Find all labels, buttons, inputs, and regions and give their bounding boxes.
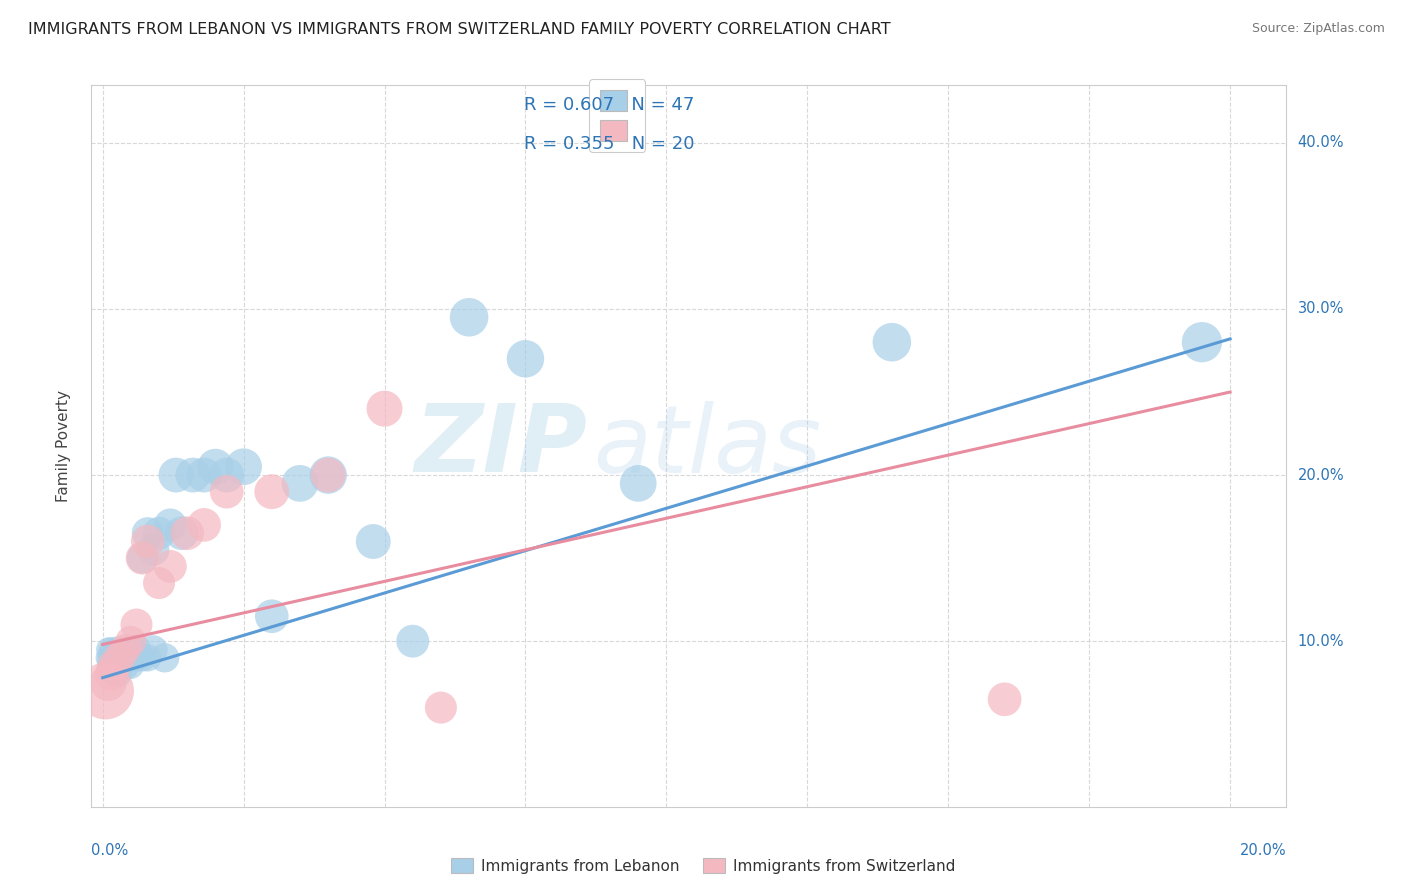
Point — [373, 401, 395, 416]
Text: 20.0%: 20.0% — [1298, 467, 1344, 483]
Point — [215, 468, 238, 483]
Point — [125, 617, 148, 632]
Point — [316, 468, 339, 483]
Point — [97, 642, 120, 657]
Legend: , : , — [589, 79, 645, 152]
Point — [125, 650, 148, 665]
Point — [108, 667, 131, 681]
Text: R = 0.607   N = 47: R = 0.607 N = 47 — [524, 95, 695, 113]
Point — [105, 642, 128, 657]
Point — [120, 659, 142, 673]
Point — [96, 650, 118, 665]
Point — [153, 650, 176, 665]
Text: IMMIGRANTS FROM LEBANON VS IMMIGRANTS FROM SWITZERLAND FAMILY POVERTY CORRELATIO: IMMIGRANTS FROM LEBANON VS IMMIGRANTS FR… — [28, 22, 891, 37]
Point — [260, 484, 283, 499]
Point — [114, 642, 136, 657]
Point — [148, 576, 170, 591]
Point — [260, 609, 283, 624]
Point — [148, 526, 170, 541]
Point — [108, 659, 131, 673]
Point — [136, 526, 159, 541]
Point — [108, 650, 131, 665]
Text: R = 0.355   N = 20: R = 0.355 N = 20 — [524, 136, 695, 153]
Point — [103, 667, 125, 681]
Point — [98, 650, 121, 665]
Text: 20.0%: 20.0% — [1240, 844, 1286, 858]
Text: 0.0%: 0.0% — [91, 844, 128, 858]
Point — [103, 659, 125, 673]
Point — [117, 650, 139, 665]
Point — [193, 517, 215, 532]
Point — [131, 551, 153, 566]
Point — [430, 700, 453, 714]
Point — [159, 517, 181, 532]
Point — [97, 675, 120, 690]
Point — [316, 468, 339, 483]
Text: 30.0%: 30.0% — [1298, 301, 1344, 317]
Legend: Immigrants from Lebanon, Immigrants from Switzerland: Immigrants from Lebanon, Immigrants from… — [444, 852, 962, 880]
Point — [100, 642, 122, 657]
Point — [136, 534, 159, 549]
Point — [103, 659, 125, 673]
Text: 40.0%: 40.0% — [1298, 136, 1344, 151]
Point — [97, 659, 120, 673]
Point — [165, 468, 187, 483]
Point — [159, 559, 181, 574]
Point — [232, 459, 254, 474]
Point — [142, 642, 165, 657]
Point — [100, 667, 122, 681]
Point — [170, 526, 193, 541]
Point — [204, 459, 226, 474]
Point — [136, 650, 159, 665]
Point — [361, 534, 384, 549]
Point — [120, 642, 142, 657]
Point — [108, 650, 131, 665]
Point — [131, 650, 153, 665]
Point — [880, 335, 903, 350]
Point — [114, 659, 136, 673]
Point — [515, 351, 537, 366]
Point — [215, 484, 238, 499]
Point — [120, 650, 142, 665]
Point — [120, 634, 142, 648]
Text: ZIP: ZIP — [415, 400, 588, 492]
Point — [111, 650, 134, 665]
Point — [994, 692, 1017, 706]
Point — [193, 468, 215, 483]
Text: 10.0%: 10.0% — [1298, 633, 1344, 648]
Text: Source: ZipAtlas.com: Source: ZipAtlas.com — [1251, 22, 1385, 36]
Point — [627, 476, 650, 491]
Point — [103, 650, 125, 665]
Y-axis label: Family Poverty: Family Poverty — [56, 390, 70, 502]
Point — [402, 634, 425, 648]
Point — [288, 476, 311, 491]
Point — [131, 551, 153, 566]
Point — [114, 642, 136, 657]
Point — [458, 310, 481, 325]
Point — [94, 684, 117, 698]
Point — [125, 642, 148, 657]
Text: atlas: atlas — [593, 401, 821, 491]
Point — [1191, 335, 1213, 350]
Point — [142, 542, 165, 557]
Point — [176, 526, 198, 541]
Point — [181, 468, 204, 483]
